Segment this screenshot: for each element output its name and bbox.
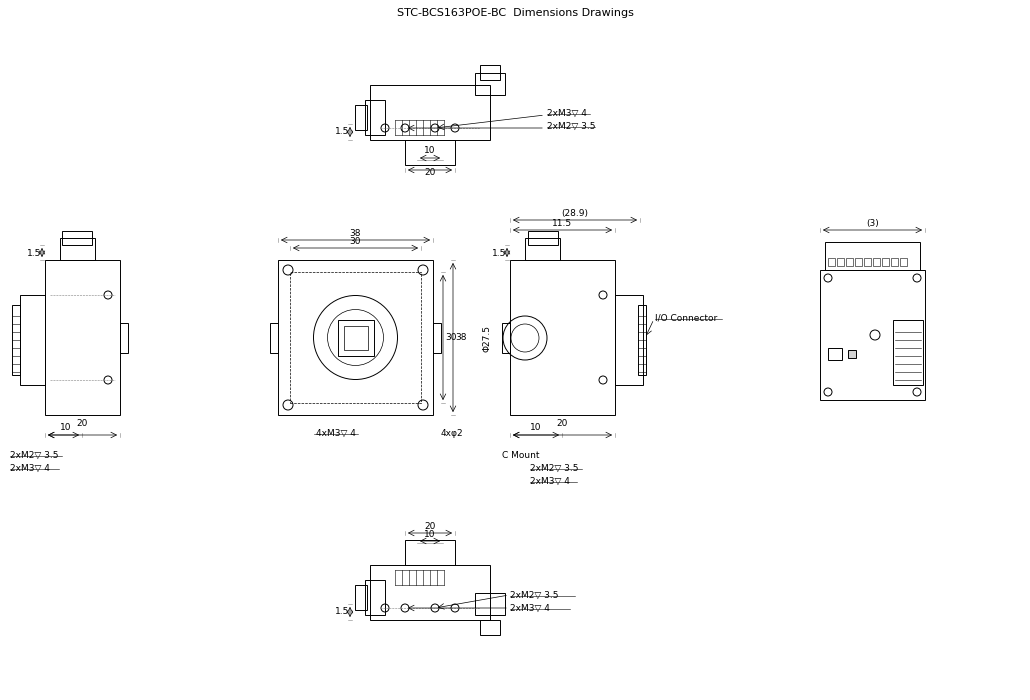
Bar: [338, 319, 374, 356]
Text: 20: 20: [76, 419, 88, 428]
Bar: [891, 258, 898, 266]
Bar: [525, 238, 560, 260]
Text: 20: 20: [556, 419, 568, 428]
Text: 2xM3▽ 4: 2xM3▽ 4: [530, 477, 570, 486]
Bar: [882, 258, 889, 266]
Bar: [846, 258, 853, 266]
Bar: [370, 85, 490, 140]
Bar: [343, 326, 368, 349]
Text: 2xM3▽ 4: 2xM3▽ 4: [547, 108, 587, 118]
Text: 2xM2▽ 3.5: 2xM2▽ 3.5: [547, 122, 595, 130]
Bar: [502, 323, 510, 353]
Bar: [837, 258, 844, 266]
Text: 20: 20: [424, 522, 436, 531]
Bar: [278, 260, 433, 415]
Text: 1.5: 1.5: [335, 127, 349, 136]
Bar: [828, 348, 842, 360]
Text: 4xφ2: 4xφ2: [441, 428, 464, 438]
Text: Φ27.5: Φ27.5: [483, 325, 492, 351]
Text: (3): (3): [866, 219, 879, 228]
Text: 2xM2▽ 3.5: 2xM2▽ 3.5: [510, 591, 558, 599]
Text: 30: 30: [445, 333, 456, 342]
Text: 38: 38: [350, 229, 362, 238]
Text: I/O Connector: I/O Connector: [655, 314, 717, 323]
Text: STC-BCS163POE-BC  Dimensions Drawings: STC-BCS163POE-BC Dimensions Drawings: [397, 8, 633, 18]
Bar: [873, 258, 880, 266]
Bar: [121, 323, 128, 353]
Bar: [355, 105, 367, 130]
Bar: [365, 100, 385, 135]
Text: 2xM2▽ 3.5: 2xM2▽ 3.5: [10, 451, 59, 459]
Bar: [475, 593, 505, 615]
Bar: [12, 305, 20, 375]
Bar: [365, 580, 385, 615]
Text: 2xM3▽ 4: 2xM3▽ 4: [10, 463, 49, 473]
Bar: [480, 65, 500, 80]
Text: 20: 20: [424, 168, 436, 177]
Bar: [864, 258, 871, 266]
Bar: [848, 350, 856, 358]
Bar: [480, 620, 500, 635]
Text: 10: 10: [60, 423, 72, 432]
Bar: [370, 565, 490, 620]
Bar: [405, 140, 455, 165]
Bar: [433, 323, 441, 353]
Bar: [475, 73, 505, 95]
Text: 1.5: 1.5: [335, 608, 349, 617]
Bar: [45, 260, 121, 415]
Bar: [20, 295, 45, 385]
Bar: [60, 238, 95, 260]
Bar: [900, 258, 907, 266]
Text: 2xM2▽ 3.5: 2xM2▽ 3.5: [530, 463, 579, 473]
Text: 10: 10: [424, 146, 436, 155]
Text: 10: 10: [424, 530, 436, 539]
Text: 38: 38: [455, 333, 467, 342]
Text: 1.5: 1.5: [27, 248, 41, 258]
Bar: [638, 305, 646, 375]
Bar: [615, 295, 643, 385]
Text: C Mount: C Mount: [502, 451, 540, 459]
Bar: [290, 272, 421, 403]
Text: 1.5: 1.5: [491, 248, 506, 258]
Text: 11.5: 11.5: [552, 219, 573, 228]
Text: 30: 30: [350, 237, 362, 246]
Text: (28.9): (28.9): [561, 209, 588, 218]
Bar: [855, 258, 862, 266]
Bar: [405, 540, 455, 565]
Text: 2xM3▽ 4: 2xM3▽ 4: [510, 603, 550, 612]
Bar: [270, 323, 278, 353]
Bar: [62, 231, 92, 245]
Bar: [825, 242, 920, 270]
Bar: [355, 585, 367, 610]
Bar: [510, 260, 615, 415]
Bar: [828, 258, 835, 266]
Text: 4xM3▽ 4: 4xM3▽ 4: [315, 428, 355, 438]
Text: 10: 10: [530, 423, 542, 432]
Bar: [528, 231, 558, 245]
Bar: [820, 270, 925, 400]
Bar: [893, 320, 923, 385]
